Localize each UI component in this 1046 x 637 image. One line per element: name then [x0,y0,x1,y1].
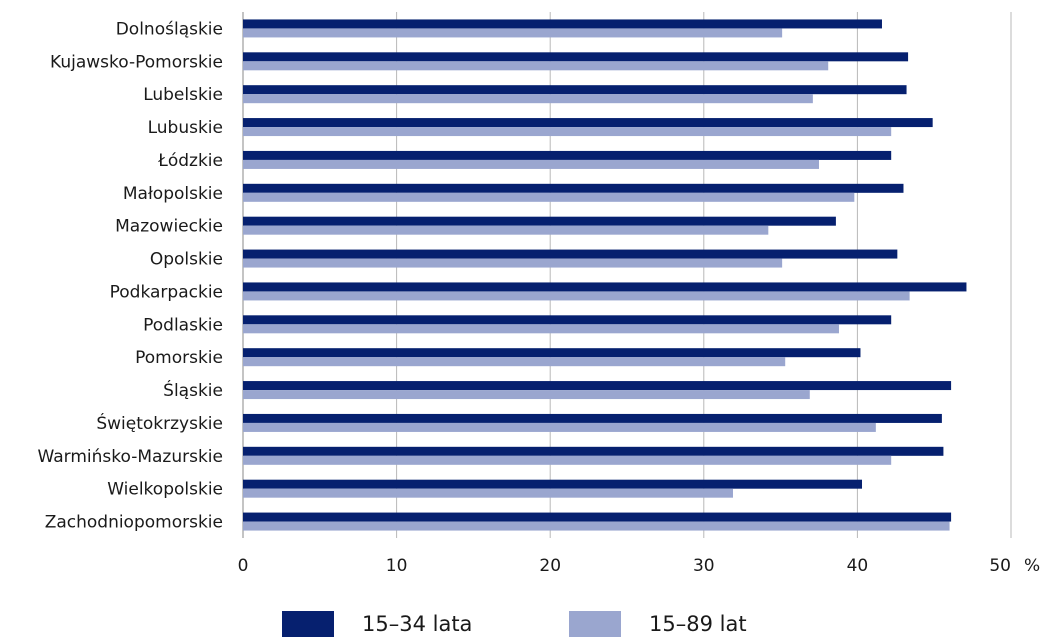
bar-series-2 [243,357,786,367]
bar-series-1 [243,19,882,29]
bar-series-1 [243,348,861,358]
bar-series-1 [243,183,904,193]
category-label: Podlaskie [143,315,223,335]
bar-series-2 [243,521,950,531]
legend-swatch-series-2 [569,611,621,637]
category-label: Małopolskie [123,184,223,204]
category-label: Podkarpackie [110,282,223,302]
bar-series-1 [243,446,944,456]
bar-series-1 [243,118,933,128]
bar-series-1 [243,512,952,522]
bar-series-1 [243,315,892,325]
legend-series-2: 15–89 lat [569,611,747,637]
bar-series-1 [243,52,909,62]
bars [243,19,967,531]
x-tick-label: 0 [238,556,249,576]
category-label: Kujawsko-Pomorskie [50,52,223,72]
category-label: Dolnośląskie [116,19,223,39]
category-label: Łódzkie [157,151,223,171]
bar-series-1 [243,216,836,226]
category-label: Mazowieckie [115,217,223,237]
bar-series-2 [243,28,783,38]
bar-series-2 [243,225,769,235]
legend-label-series-1: 15–34 lata [362,612,473,636]
category-label: Lubuskie [148,118,223,138]
x-tick-label: 30 [693,556,715,576]
bar-series-2 [243,390,810,400]
bar-series-1 [243,85,907,95]
bar-series-2 [243,488,733,498]
bar-series-2 [243,61,829,71]
bar-series-2 [243,258,783,268]
category-label: Świętokrzyskie [96,412,223,434]
x-tick-label: 50 [989,556,1011,576]
bar-series-2 [243,192,855,202]
x-tick-label: 20 [539,556,561,576]
x-axis-unit-label: % [1024,556,1040,576]
category-label: Pomorskie [135,348,223,368]
x-tick-label: 10 [386,556,408,576]
category-label: Opolskie [150,250,223,270]
bar-series-2 [243,127,892,137]
category-label: Wielkopolskie [107,480,223,500]
x-axis-tick-labels: 0 10 20 30 40 50 [238,556,1011,576]
bar-series-2 [243,324,839,334]
category-label: Śląskie [163,379,223,401]
bar-series-1 [243,381,952,391]
legend-series-1: 15–34 lata [282,611,472,637]
category-label: Lubelskie [143,85,223,105]
bar-series-2 [243,422,876,432]
legend-label-series-2: 15–89 lat [649,612,747,636]
category-label: Warmińsko-Mazurskie [38,447,224,467]
bar-series-2 [243,291,910,301]
category-label: Zachodniopomorskie [45,513,223,533]
bar-series-1 [243,150,892,160]
bar-series-1 [243,249,898,259]
bar-chart: Dolnośląskie Kujawsko-Pomorskie Lubelskie L… [38,12,1040,576]
bar-series-1 [243,413,942,423]
bar-series-1 [243,282,967,292]
legend-swatch-series-1 [282,611,334,637]
bar-series-1 [243,479,863,489]
category-labels: Dolnośląskie Kujawsko-Pomorskie Lubelskie L… [38,19,224,532]
bar-series-2 [243,159,819,169]
bar-series-2 [243,455,892,465]
x-tick-label: 40 [847,556,869,576]
bar-series-2 [243,94,813,104]
